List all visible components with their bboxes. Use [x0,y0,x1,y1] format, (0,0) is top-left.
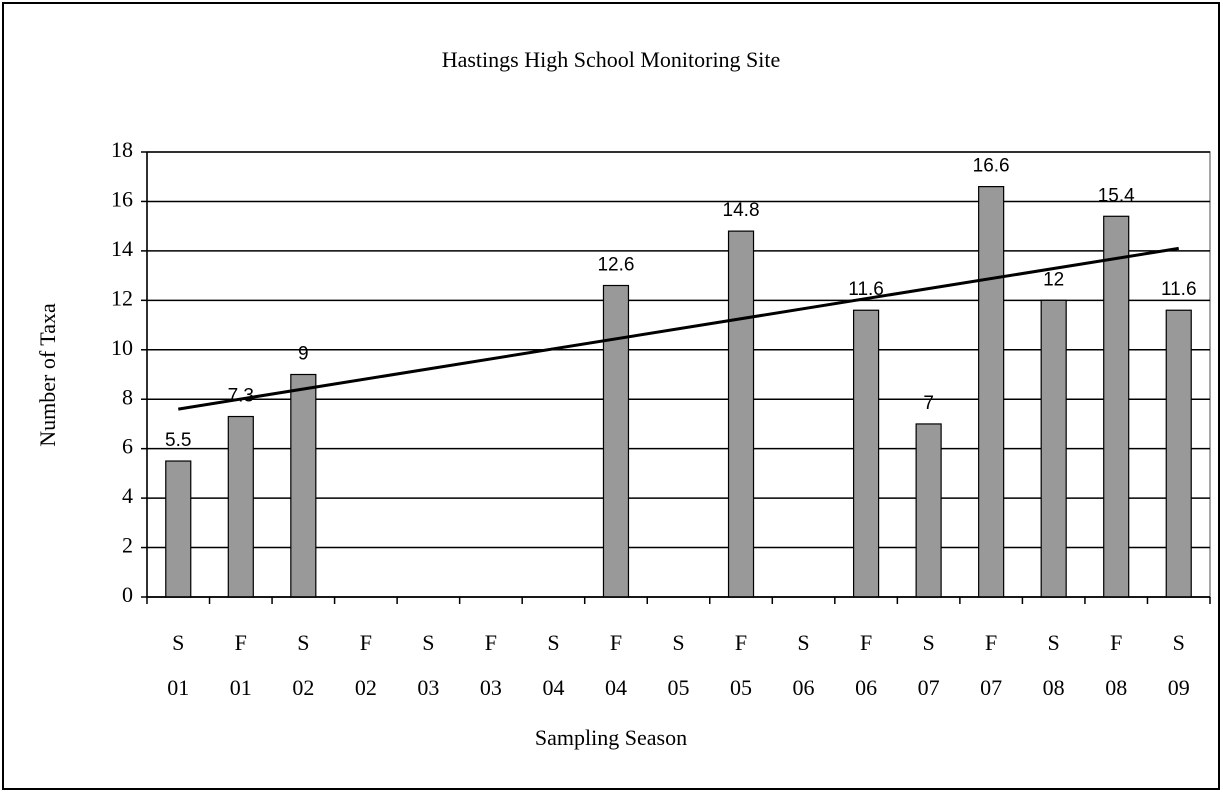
x-tick-label: S [922,630,934,655]
data-label: 7 [923,393,934,414]
x-tick-label: 04 [605,675,627,700]
x-tick-label: 04 [542,675,564,700]
bar [1040,299,1067,598]
x-tick-label: 06 [855,675,877,700]
y-tick-label: 12 [111,285,133,310]
x-tick-label: S [297,630,309,655]
y-tick-label: 8 [122,384,133,409]
data-label: 9 [298,344,309,365]
x-tick-label: S [422,630,434,655]
x-tick-label: 03 [417,675,439,700]
x-tick-label: 02 [355,675,377,700]
y-tick-label: 18 [111,137,133,162]
bar [852,309,880,598]
x-tick-label: F [485,630,497,655]
x-tick-label: S [1048,630,1060,655]
data-label: 12 [1043,269,1064,290]
x-tick-label: 08 [1105,675,1127,700]
x-tick-label: 02 [292,675,314,700]
x-tick-label: 01 [230,675,252,700]
data-label: 16.6 [973,156,1010,177]
x-tick-label: S [797,630,809,655]
x-tick-label: 06 [793,675,815,700]
trendline [178,246,1179,411]
x-tick-label: 09 [1168,675,1190,700]
data-label: 5.5 [165,430,191,451]
y-tick-label: 14 [111,236,133,261]
x-tick-label: S [547,630,559,655]
y-tick-label: 4 [122,483,133,508]
x-tick-label: 05 [730,675,752,700]
x-tick-label: S [172,630,184,655]
y-tick-label: 2 [122,533,133,558]
x-tick-label: F [860,630,872,655]
x-tick-label: 05 [668,675,690,700]
x-tick-label: F [985,630,997,655]
bar [727,230,755,598]
x-tick-label: F [735,630,747,655]
x-tick-label: 07 [980,675,1002,700]
y-axis-title: Number of Taxa [35,303,60,447]
bar [1103,215,1130,598]
bar [1165,309,1192,598]
x-tick-label: F [235,630,247,655]
x-tick-label: S [1173,630,1185,655]
y-tick-label: 10 [111,335,133,360]
data-label: 11.6 [1161,279,1197,300]
y-tick-label: 0 [122,582,133,607]
bar [290,373,317,598]
data-label: 12.6 [597,255,634,276]
y-tick-label: 16 [111,186,133,211]
chart-title: Hastings High School Monitoring Site [442,47,781,72]
data-label: 14.8 [723,200,760,221]
x-tick-label: 01 [167,675,189,700]
bar [915,423,942,598]
data-label: 11.6 [848,279,884,300]
bar [602,284,630,598]
x-tick-label: 08 [1043,675,1065,700]
x-tick-label: F [610,630,622,655]
x-tick-label: 07 [918,675,940,700]
bar [227,415,254,598]
bar [165,460,192,598]
x-axis-title: Sampling Season [535,725,687,750]
y-tick-label: 6 [122,434,133,459]
x-tick-label: F [360,630,372,655]
bar [978,186,1005,598]
x-tick-label: S [672,630,684,655]
data-label: 7.3 [228,386,254,407]
x-tick-label: 03 [480,675,502,700]
x-tick-label: F [1110,630,1122,655]
data-label: 15.4 [1098,185,1135,206]
